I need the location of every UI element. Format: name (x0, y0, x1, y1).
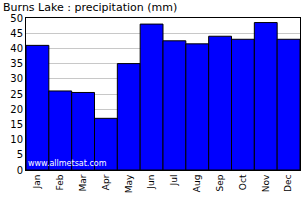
svg-text:25: 25 (10, 89, 23, 100)
svg-text:Jul: Jul (169, 175, 179, 187)
svg-text:5: 5 (17, 149, 23, 160)
svg-text:Burns Lake : precipitation (mm: Burns Lake : precipitation (mm) (3, 1, 177, 14)
svg-text:45: 45 (10, 28, 23, 39)
svg-text:35: 35 (10, 58, 23, 69)
svg-text:50: 50 (10, 13, 23, 24)
svg-text:10: 10 (10, 134, 23, 145)
svg-text:Sep: Sep (215, 174, 225, 191)
svg-text:Jun: Jun (147, 175, 157, 190)
svg-text:0: 0 (17, 165, 23, 176)
svg-text:Jan: Jan (32, 175, 42, 190)
svg-text:20: 20 (10, 104, 23, 115)
svg-text:Apr: Apr (101, 174, 111, 190)
svg-text:30: 30 (10, 73, 23, 84)
svg-text:Dec: Dec (284, 175, 294, 192)
svg-text:Mar: Mar (78, 174, 88, 191)
svg-text:May: May (124, 174, 134, 193)
svg-text:40: 40 (10, 43, 23, 54)
svg-text:www.allmetsat.com: www.allmetsat.com (28, 159, 107, 168)
svg-text:Oct: Oct (238, 174, 248, 190)
svg-text:Nov: Nov (261, 174, 271, 192)
svg-text:Aug: Aug (192, 175, 202, 193)
svg-text:15: 15 (10, 119, 23, 130)
svg-text:Feb: Feb (55, 174, 65, 190)
